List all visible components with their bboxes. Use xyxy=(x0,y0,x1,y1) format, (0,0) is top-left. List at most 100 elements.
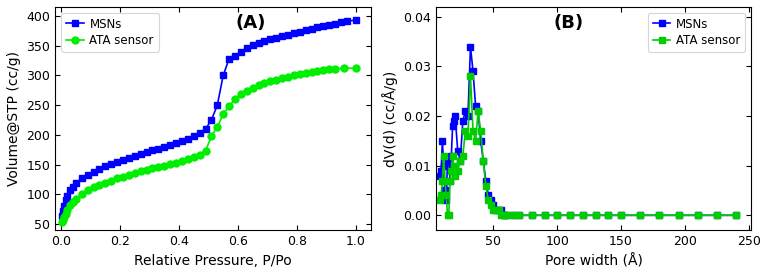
ATA sensor xyxy=(591,214,600,217)
ATA sensor xyxy=(83,189,92,192)
ATA sensor xyxy=(148,167,157,170)
ATA sensor xyxy=(242,89,251,92)
ATA sensor xyxy=(219,112,228,116)
MSNs xyxy=(492,209,501,212)
ATA sensor xyxy=(515,214,524,217)
ATA sensor xyxy=(351,67,360,70)
MSNs xyxy=(482,179,491,182)
MSNs xyxy=(693,214,702,217)
ATA sensor xyxy=(484,199,493,202)
ATA sensor xyxy=(435,199,445,202)
MSNs xyxy=(443,159,452,162)
ATA sensor xyxy=(617,214,626,217)
ATA sensor xyxy=(445,179,455,182)
MSNs xyxy=(484,194,493,197)
ATA sensor xyxy=(540,214,549,217)
MSNs xyxy=(148,149,157,152)
ATA sensor xyxy=(474,109,483,113)
ATA sensor xyxy=(476,129,485,133)
MSNs xyxy=(463,114,472,118)
MSNs xyxy=(636,214,645,217)
ATA sensor xyxy=(565,214,574,217)
ATA sensor xyxy=(213,126,222,129)
MSNs xyxy=(58,215,67,218)
ATA sensor xyxy=(466,75,475,78)
MSNs xyxy=(478,159,488,162)
ATA sensor xyxy=(486,204,495,207)
MSNs xyxy=(461,109,470,113)
Line: ATA sensor: ATA sensor xyxy=(437,73,739,218)
MSNs xyxy=(442,199,451,202)
MSNs xyxy=(527,214,536,217)
Y-axis label: Volume@STP (cc/g): Volume@STP (cc/g) xyxy=(7,51,21,186)
ATA sensor xyxy=(489,209,498,212)
MSNs xyxy=(486,199,495,202)
MSNs xyxy=(453,149,462,152)
MSNs xyxy=(440,189,449,192)
MSNs xyxy=(436,169,445,172)
ATA sensor xyxy=(496,214,505,217)
MSNs xyxy=(655,214,664,217)
ATA sensor xyxy=(444,214,453,217)
Y-axis label: dV(d) (cc/Å/g): dV(d) (cc/Å/g) xyxy=(382,70,398,167)
MSNs xyxy=(508,214,517,217)
MSNs xyxy=(591,214,600,217)
MSNs xyxy=(731,214,740,217)
MSNs xyxy=(553,214,562,217)
Line: MSNs: MSNs xyxy=(437,43,739,218)
MSNs xyxy=(494,209,503,212)
ATA sensor xyxy=(674,214,684,217)
MSNs xyxy=(474,109,483,113)
ATA sensor xyxy=(478,159,488,162)
ATA sensor xyxy=(693,214,702,217)
MSNs xyxy=(444,159,453,162)
ATA sensor xyxy=(527,214,536,217)
MSNs xyxy=(107,163,116,166)
MSNs xyxy=(471,104,480,108)
MSNs xyxy=(447,154,456,157)
ATA sensor xyxy=(468,129,478,133)
ATA sensor xyxy=(492,209,501,212)
ATA sensor xyxy=(451,174,460,177)
Line: MSNs: MSNs xyxy=(59,17,359,220)
MSNs xyxy=(617,214,626,217)
MSNs xyxy=(578,214,588,217)
MSNs xyxy=(712,214,721,217)
ATA sensor xyxy=(463,134,472,138)
MSNs xyxy=(455,159,465,162)
ATA sensor xyxy=(502,214,511,217)
MSNs xyxy=(502,214,511,217)
ATA sensor xyxy=(471,139,480,142)
MSNs xyxy=(343,20,352,23)
X-axis label: Relative Pressure, P/Po: Relative Pressure, P/Po xyxy=(134,254,292,268)
Legend: MSNs, ATA sensor: MSNs, ATA sensor xyxy=(61,13,158,52)
ATA sensor xyxy=(201,149,210,153)
ATA sensor xyxy=(455,159,465,162)
ATA sensor xyxy=(447,169,456,172)
ATA sensor xyxy=(482,184,491,187)
ATA sensor xyxy=(604,214,613,217)
ATA sensor xyxy=(448,154,457,157)
ATA sensor xyxy=(449,164,458,167)
ATA sensor xyxy=(712,214,721,217)
MSNs xyxy=(449,119,458,123)
ATA sensor xyxy=(438,179,447,182)
MSNs xyxy=(604,214,613,217)
MSNs xyxy=(451,114,460,118)
MSNs xyxy=(445,179,455,182)
ATA sensor xyxy=(442,194,451,197)
ATA sensor xyxy=(553,214,562,217)
MSNs xyxy=(496,209,505,212)
MSNs xyxy=(458,119,468,123)
MSNs xyxy=(515,214,524,217)
Text: (B): (B) xyxy=(554,14,584,32)
ATA sensor xyxy=(440,179,449,182)
ATA sensor xyxy=(508,214,517,217)
ATA sensor xyxy=(578,214,588,217)
MSNs xyxy=(313,26,322,29)
ATA sensor xyxy=(443,214,452,217)
ATA sensor xyxy=(499,214,508,217)
MSNs xyxy=(435,174,445,177)
ATA sensor xyxy=(461,129,470,133)
ATA sensor xyxy=(731,214,740,217)
